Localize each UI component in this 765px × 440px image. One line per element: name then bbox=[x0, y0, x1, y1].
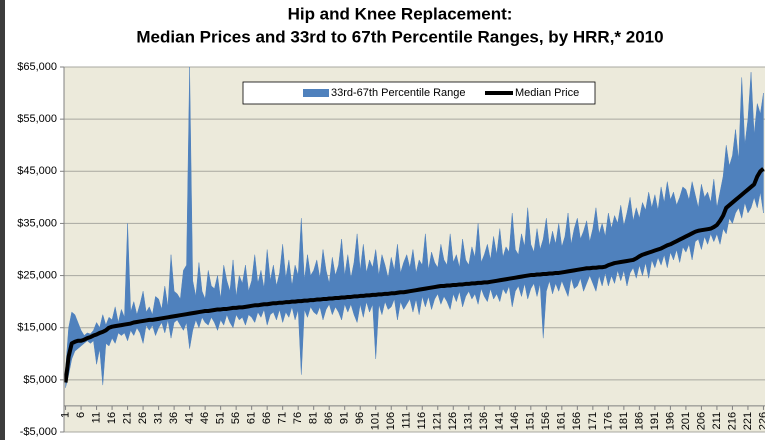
x-tick-label: 91 bbox=[339, 412, 351, 424]
x-tick-label: 186 bbox=[633, 412, 645, 430]
x-tick-label: 41 bbox=[184, 412, 196, 424]
x-tick-label: 96 bbox=[354, 412, 366, 424]
x-tick-label: 86 bbox=[323, 412, 335, 424]
x-tick-label: 71 bbox=[277, 412, 289, 424]
x-tick-label: 136 bbox=[478, 412, 490, 430]
x-tick-label: 191 bbox=[649, 412, 661, 430]
x-tick-label: 226 bbox=[757, 412, 765, 430]
x-tick-label: 81 bbox=[308, 412, 320, 424]
x-tick-label: 181 bbox=[618, 412, 630, 430]
x-tick-label: 121 bbox=[432, 412, 444, 430]
y-tick-label: $55,000 bbox=[17, 113, 57, 125]
x-tick-label: 11 bbox=[90, 412, 102, 423]
x-tick-label: 206 bbox=[695, 412, 707, 430]
x-tick-label: 141 bbox=[494, 412, 506, 430]
x-tick-label: 101 bbox=[370, 412, 382, 430]
x-tick-label: 126 bbox=[447, 412, 459, 430]
legend: 33rd-67th Percentile Range Median Price bbox=[242, 81, 596, 105]
data bbox=[63, 66, 765, 388]
x-tick-label: 161 bbox=[556, 412, 568, 430]
legend-label: 33rd-67th Percentile Range bbox=[331, 87, 466, 99]
legend-swatch bbox=[303, 89, 329, 97]
frame-left bbox=[0, 0, 5, 440]
x-tick-label: 216 bbox=[726, 412, 738, 430]
median-line bbox=[63, 167, 765, 383]
x-tick-label: 166 bbox=[571, 412, 583, 430]
x-tick-label: 201 bbox=[680, 412, 692, 430]
x-tick-label: 21 bbox=[121, 412, 133, 424]
x-tick-label: 31 bbox=[153, 412, 165, 424]
y-tick-label: $65,000 bbox=[17, 61, 57, 73]
x-tick-label: 66 bbox=[261, 412, 273, 424]
x-tick-label: 106 bbox=[385, 412, 397, 430]
y-tick-label: -$5,000 bbox=[20, 426, 57, 438]
x-tick-label: 26 bbox=[137, 412, 149, 424]
x-tick-label: 146 bbox=[509, 412, 521, 430]
y-tick-label: $5,000 bbox=[23, 374, 57, 386]
x-tick-label: 151 bbox=[525, 412, 537, 430]
x-tick-label: 16 bbox=[106, 412, 118, 424]
x-tick-label: 131 bbox=[463, 412, 475, 430]
chart-subtitle: Median Prices and 33rd to 67th Percentil… bbox=[136, 27, 663, 46]
x-tick-label: 196 bbox=[664, 412, 676, 430]
x-tick-label: 76 bbox=[292, 412, 304, 424]
axes: -$5,000 $5,000 $15,000 $25,000 $35,000 $45,00… bbox=[17, 61, 765, 438]
y-tick-label: $15,000 bbox=[17, 322, 57, 334]
x-tick-label: 116 bbox=[416, 412, 428, 430]
legend-label: Median Price bbox=[515, 87, 579, 99]
x-tick-label: 211 bbox=[711, 412, 723, 430]
y-tick-label: $25,000 bbox=[17, 269, 57, 281]
x-tick-label: 1 bbox=[59, 412, 71, 418]
x-tick-label: 56 bbox=[230, 412, 242, 424]
x-tick-label: 111 bbox=[401, 412, 413, 429]
x-tick-label: 221 bbox=[742, 412, 754, 430]
y-tick-label: $45,000 bbox=[17, 165, 57, 177]
x-tick-label: 61 bbox=[246, 412, 258, 424]
y-tick-label: $35,000 bbox=[17, 217, 57, 229]
x-tick-label: 176 bbox=[602, 412, 614, 430]
x-tick-label: 156 bbox=[540, 412, 552, 430]
chart-title: Hip and Knee Replacement: bbox=[288, 4, 513, 23]
x-tick-label: 36 bbox=[168, 412, 180, 424]
x-tick-label: 46 bbox=[199, 412, 211, 424]
x-tick-label: 6 bbox=[75, 412, 87, 418]
x-tick-label: 171 bbox=[587, 412, 599, 430]
legend-box bbox=[242, 81, 596, 105]
x-tick-label: 51 bbox=[215, 412, 227, 424]
